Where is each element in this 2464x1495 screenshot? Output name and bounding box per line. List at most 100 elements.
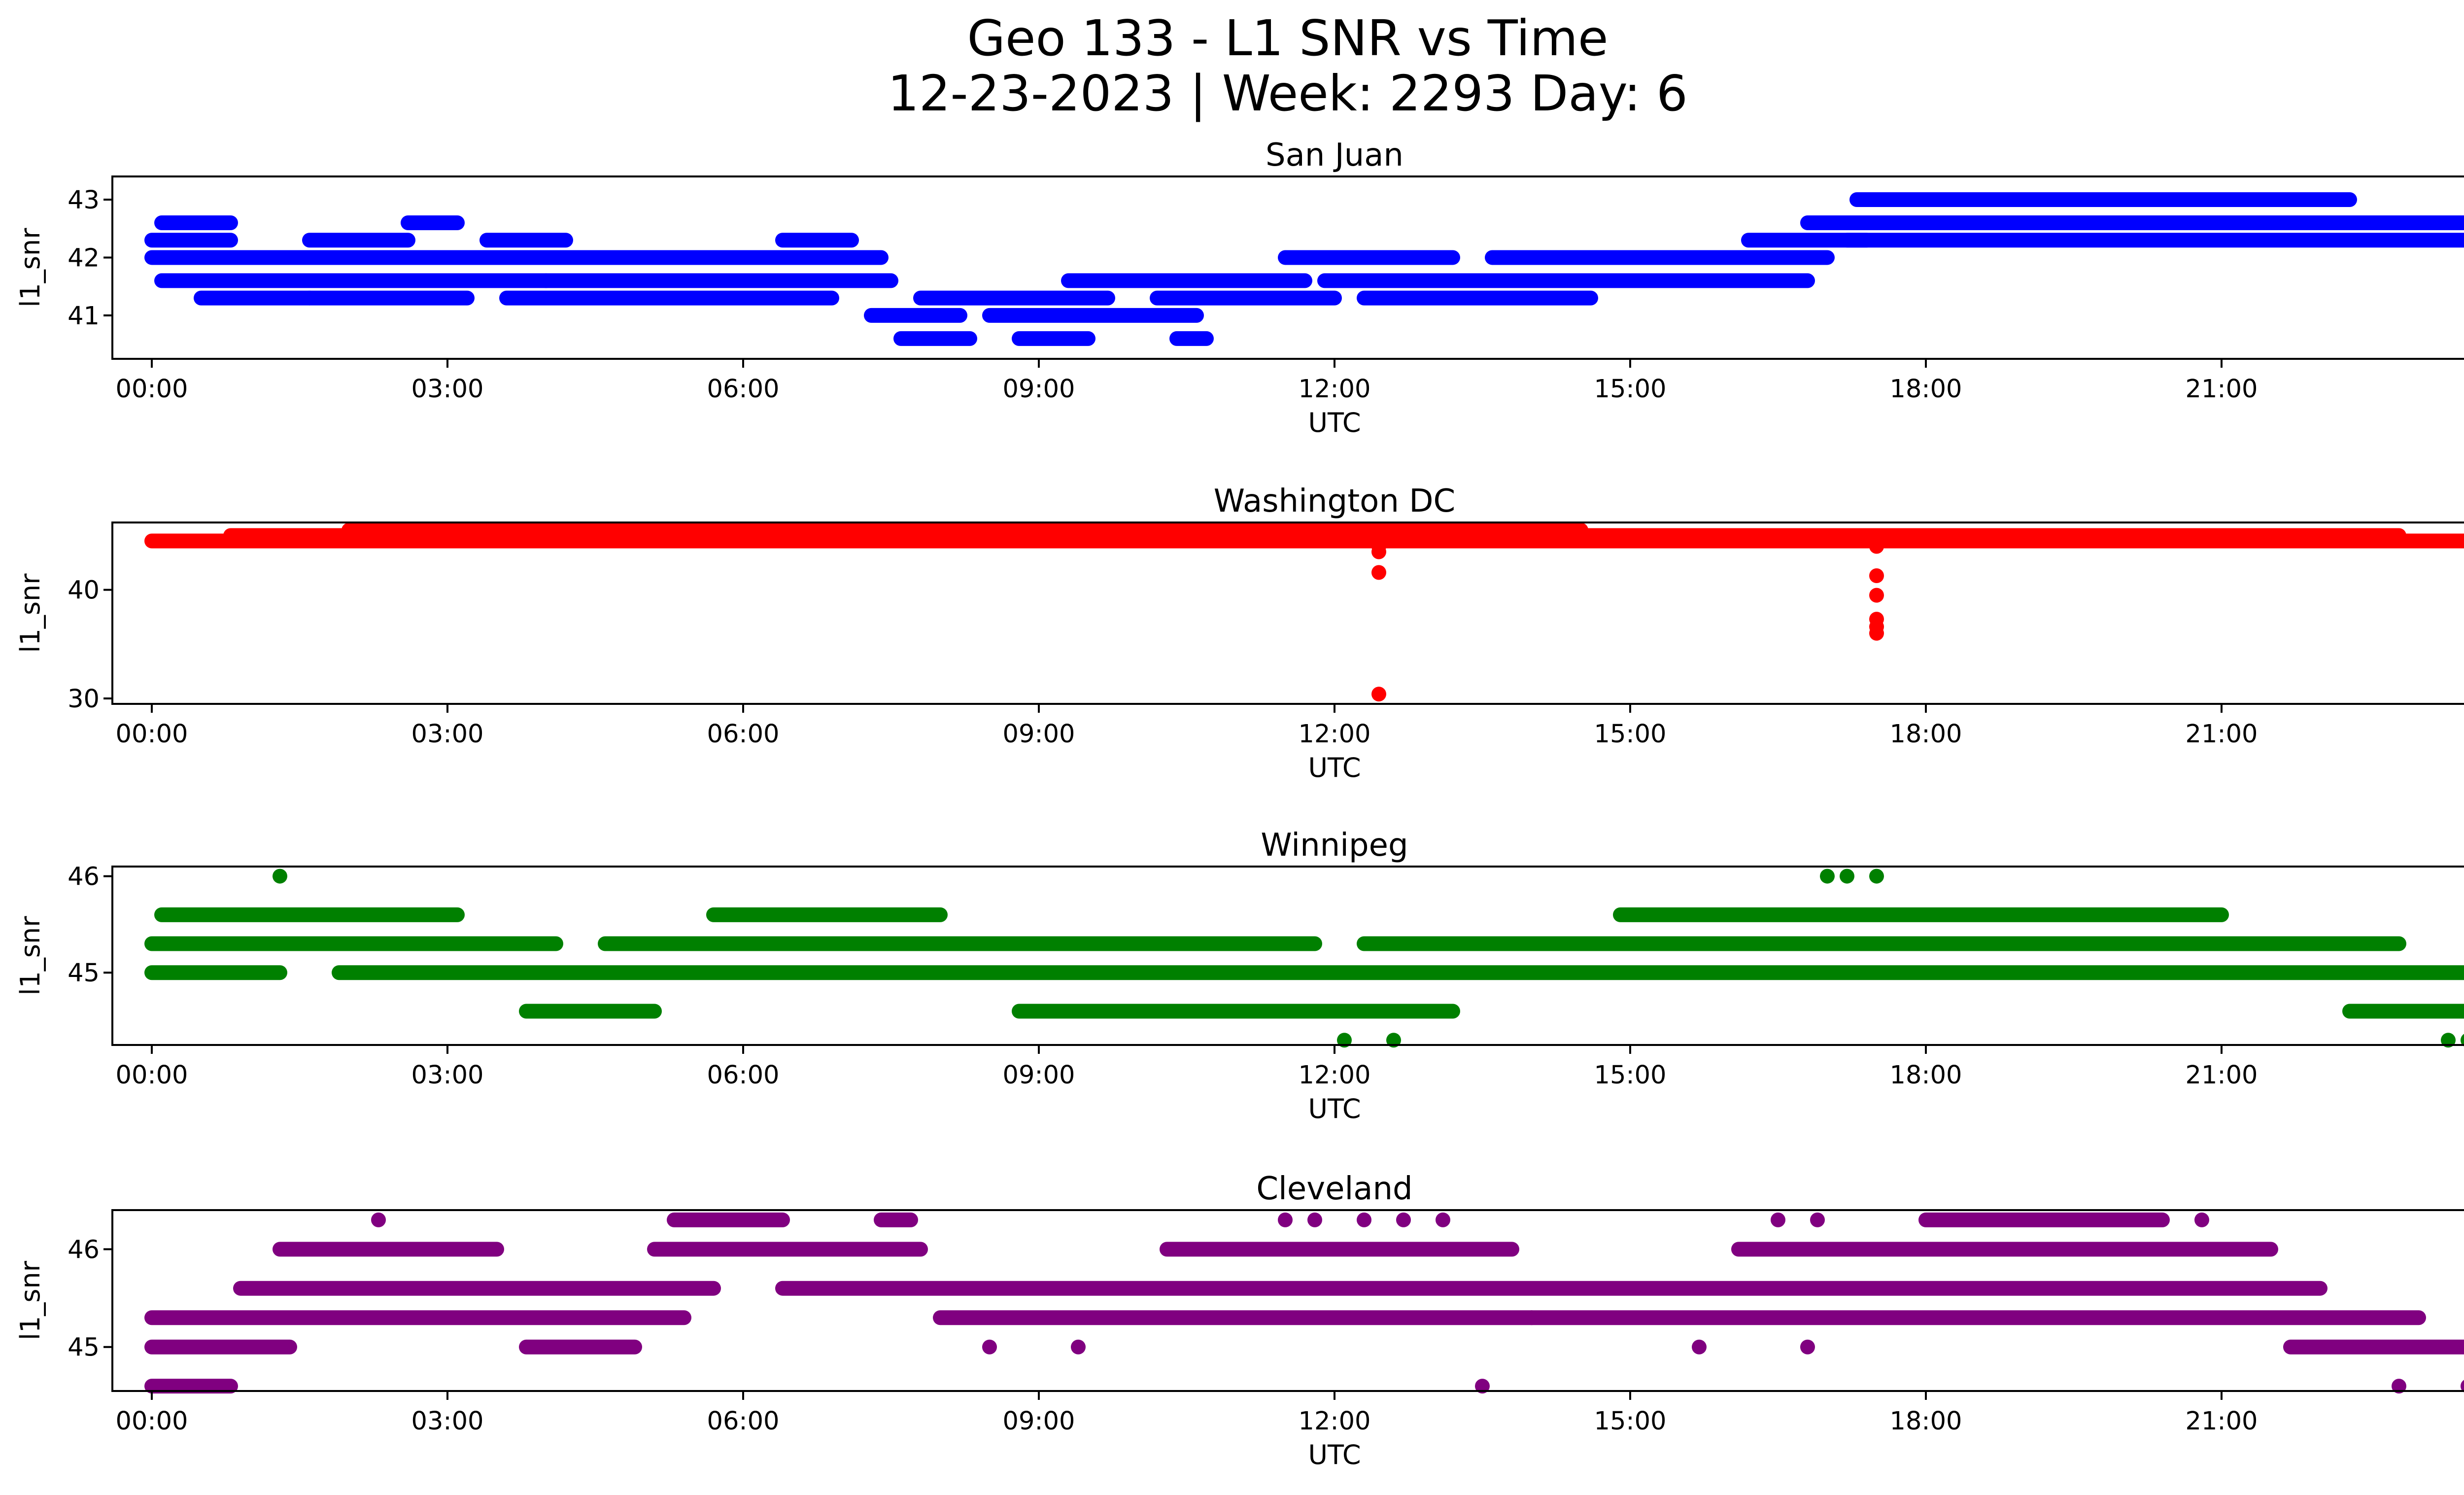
x-tick-label: 06:00 (707, 1407, 780, 1436)
y-tick-label: 43 (68, 186, 100, 215)
x-tick-label: 06:00 (707, 720, 780, 749)
data-point-run (1278, 250, 1460, 265)
data-point (1278, 1212, 1293, 1227)
washington-dc-ylabel: l1_snr (15, 573, 46, 653)
cleveland-points (144, 1212, 2464, 1394)
x-tick-label: 21:00 (2186, 1061, 2258, 1090)
data-point (1386, 1033, 1401, 1048)
data-point (2392, 1379, 2406, 1394)
data-point-run (2342, 1004, 2464, 1019)
data-point (1800, 1339, 1815, 1355)
data-point (1357, 1212, 1371, 1227)
data-point (982, 1339, 997, 1355)
x-tick-label: 00:00 (116, 375, 188, 404)
winnipeg-title: Winnipeg (1261, 827, 1408, 864)
x-tick-label: 09:00 (1003, 375, 1075, 404)
x-tick-label: 12:00 (1299, 1061, 1371, 1090)
data-point-run (144, 936, 563, 951)
data-point-run (1012, 1004, 1460, 1019)
washington-dc-title: Washington DC (1214, 483, 1455, 520)
data-point-run (874, 1212, 918, 1227)
x-tick-label: 12:00 (1299, 1407, 1371, 1436)
data-point-run (144, 1310, 691, 1325)
x-tick-label: 09:00 (1003, 1061, 1075, 1090)
y-tick-label: 42 (68, 243, 100, 273)
x-tick-label: 03:00 (411, 1061, 484, 1090)
data-point-run (479, 233, 573, 248)
san-juan-xlabel: UTC (1308, 407, 1361, 438)
x-tick-label: 00:00 (116, 1061, 188, 1090)
data-point (1396, 1212, 1411, 1227)
data-point (1869, 869, 1884, 884)
y-tick-label: 45 (68, 959, 100, 988)
y-tick-label: 46 (68, 1235, 100, 1264)
data-point-run (539, 273, 898, 288)
x-tick-label: 12:00 (1299, 720, 1371, 749)
data-point (2461, 1380, 2464, 1392)
data-point-run (893, 331, 977, 346)
data-point-run (1160, 1242, 1519, 1257)
x-tick-label: 03:00 (411, 1407, 484, 1436)
data-point (2194, 1212, 2209, 1227)
x-tick-label: 12:00 (1299, 375, 1371, 404)
x-tick-label: 21:00 (2186, 720, 2258, 749)
data-point-run (1613, 907, 2229, 922)
x-tick-label: 15:00 (1594, 1061, 1667, 1090)
x-tick-label: 06:00 (707, 1061, 780, 1090)
data-point (1071, 1339, 1086, 1355)
data-point-run (1169, 331, 1214, 346)
x-tick-label: 15:00 (1594, 720, 1667, 749)
data-point (1820, 869, 1835, 884)
data-point (1869, 568, 1884, 583)
data-point-run (144, 1379, 238, 1394)
winnipeg-points (144, 869, 2464, 1048)
washington-dc-xlabel: UTC (1308, 752, 1361, 783)
data-point (2441, 1033, 2456, 1048)
data-point-run (982, 308, 1204, 323)
data-point (1840, 869, 1854, 884)
data-point-run (1012, 331, 1095, 346)
data-point-run (1150, 290, 1342, 306)
data-point (1869, 588, 1884, 603)
data-point-run (332, 965, 2464, 980)
data-point (1475, 1379, 1490, 1394)
figure-title-line2: 12-23-2023 | Week: 2293 Day: 6 (888, 65, 1687, 122)
data-point (1337, 1033, 1352, 1048)
data-point-run (1061, 273, 1312, 288)
data-point (1869, 539, 1884, 554)
cleveland-panel: Cleveland 00:00 03:00 06:00 09:00 12:00 15:00 1… (15, 1171, 2464, 1470)
x-tick-label: 06:00 (707, 375, 780, 404)
san-juan-ylabel: l1_snr (15, 228, 46, 308)
data-point-run (1524, 1310, 2426, 1325)
data-point-run (154, 215, 238, 230)
figure-title-line1: Geo 133 - L1 SNR vs Time (967, 9, 1608, 67)
data-point-run (194, 290, 317, 306)
y-tick-label: 40 (68, 576, 100, 605)
data-point-run (1357, 290, 1598, 306)
san-juan-title: San Juan (1266, 137, 1403, 174)
data-point-run (1840, 233, 2464, 248)
data-point-run (1849, 192, 2357, 207)
data-point-run (775, 1281, 2327, 1296)
cleveland-xlabel: UTC (1308, 1439, 1361, 1470)
data-point-run (499, 290, 839, 306)
san-juan-points (144, 192, 2464, 346)
data-point-run (706, 907, 948, 922)
x-tick-label: 03:00 (411, 375, 484, 404)
data-point (1371, 687, 1386, 702)
x-tick-label: 21:00 (2186, 1407, 2258, 1436)
data-point-run (154, 273, 553, 288)
data-point-run (913, 290, 1115, 306)
cleveland-axes-frame (111, 1209, 2464, 1392)
data-point-run (144, 233, 238, 248)
x-tick-label: 21:00 (2186, 375, 2258, 404)
data-point-run (1317, 273, 1815, 288)
data-point-run (1357, 936, 2406, 951)
data-point (1371, 565, 1386, 580)
data-point-run (233, 1281, 721, 1296)
winnipeg-panel: Winnipeg 00:00 03:00 06:00 09:00 12:00 15:00 18… (15, 827, 2464, 1124)
data-point-run (144, 1339, 297, 1355)
washington-dc-points (144, 522, 2464, 702)
data-point (1371, 544, 1386, 559)
data-point-run (933, 1310, 1539, 1325)
